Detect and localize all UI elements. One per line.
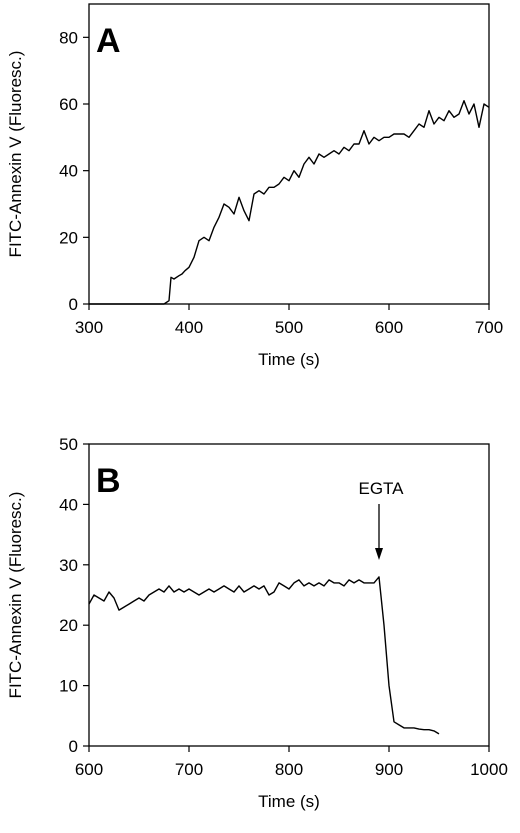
panel-a-x-tick-label: 400 [175, 318, 203, 337]
panel-b-x-tick-label: 700 [175, 760, 203, 779]
panel-b-panel-letter: B [96, 462, 121, 500]
panel-a-x-tick-label: 700 [475, 318, 503, 337]
panel-b-annotation-arrow-head [375, 548, 383, 560]
panel-b-y-tick-label: 40 [59, 495, 78, 514]
panel-a-y-tick-label: 60 [59, 95, 78, 114]
panel-a-x-tick-label: 300 [75, 318, 103, 337]
panel-a-x-tick-label: 500 [275, 318, 303, 337]
panel-a-y-tick-label: 80 [59, 28, 78, 47]
panel-a-x-axis-title: Time (s) [258, 350, 320, 369]
panel-b-x-tick-label: 1000 [470, 760, 508, 779]
panel-a-y-tick-label: 20 [59, 228, 78, 247]
panel-b-y-tick-label: 10 [59, 677, 78, 696]
panel-a-chart: 0 20 40 60 80 300 400 500 600 700 Time (s) FITC-Ann… [6, 3, 503, 369]
panel-a-y-axis-title: FITC-Annexin V (Fluoresc.) [6, 51, 25, 258]
panel-a-series-line [89, 99, 490, 305]
panel-b-chart: 0 10 20 30 40 50 600 700 800 900 1000 Time (s) FITC-… [6, 435, 508, 811]
panel-b-series-line [88, 576, 440, 735]
panel-a-y-tick-label: 40 [59, 162, 78, 181]
panel-b-annotation-label: EGTA [358, 479, 404, 498]
panel-a-y-tick-label: 0 [69, 295, 78, 314]
panel-b-x-tick-label: 800 [275, 760, 303, 779]
panel-b-y-tick-label: 30 [59, 556, 78, 575]
panel-a-plot-frame [88, 3, 490, 305]
panel-b-y-tick-label: 50 [59, 435, 78, 454]
panel-b-y-axis-title: FITC-Annexin V (Fluoresc.) [6, 492, 25, 699]
panel-b-x-tick-label: 600 [75, 760, 103, 779]
panel-a-panel-letter: A [96, 22, 121, 60]
panel-b-x-axis-title: Time (s) [258, 792, 320, 811]
panel-b-y-tick-label: 20 [59, 616, 78, 635]
panel-a-x-tick-label: 600 [375, 318, 403, 337]
panel-b-x-tick-label: 900 [375, 760, 403, 779]
panel-b-y-tick-label: 0 [69, 737, 78, 756]
